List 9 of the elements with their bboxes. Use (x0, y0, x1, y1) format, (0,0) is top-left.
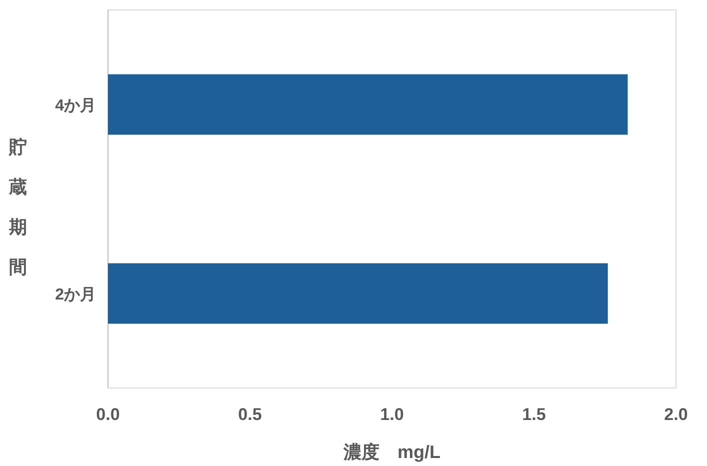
x-axis-title: 濃度 mg/L (342, 442, 440, 462)
x-tick-label: 1.5 (522, 405, 546, 424)
y-axis-title: 貯蔵期間 (8, 137, 27, 277)
x-tick-label: 2.0 (664, 405, 688, 424)
x-tick-label: 1.0 (380, 405, 404, 424)
y-tick-label: 2か月 (55, 286, 96, 304)
y-tick-label: 4か月 (55, 98, 96, 114)
x-tick-label: 0.5 (238, 405, 262, 424)
x-tick-label: 0.0 (96, 405, 120, 424)
